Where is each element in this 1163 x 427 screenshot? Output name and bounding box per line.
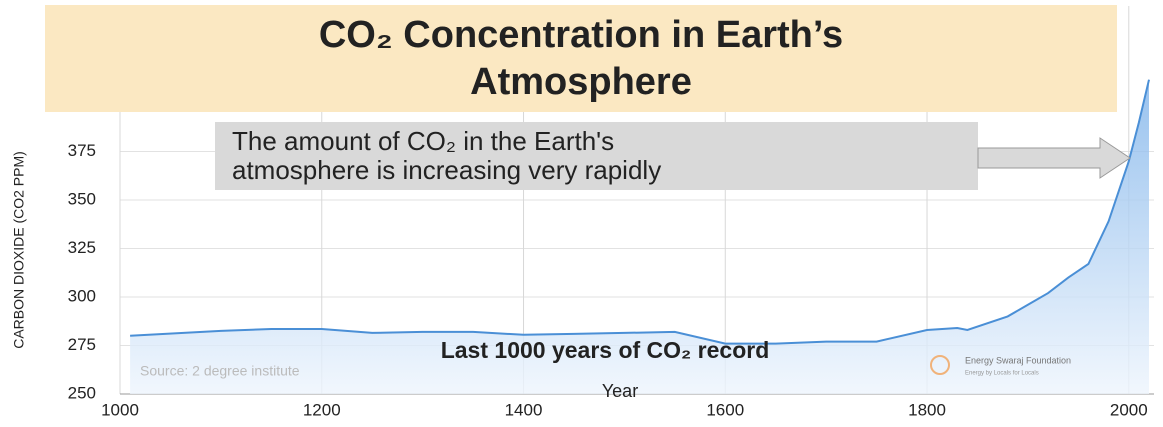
annotation: The amount of CO₂ in the Earth's xyxy=(232,126,614,156)
y-axis-label: CARBON DIOXIDE (CO2 PPM) xyxy=(11,151,27,349)
line xyxy=(130,79,1150,345)
logo-icon xyxy=(930,355,950,375)
area-fill xyxy=(130,79,1150,394)
y-tick-label: 375 xyxy=(68,141,96,160)
x-axis-label: Year xyxy=(602,381,638,401)
x-tick-label: 2000 xyxy=(1110,400,1148,419)
x-tick-label: 1600 xyxy=(706,400,744,419)
source: Source: 2 degree institute xyxy=(140,363,300,379)
y-tick-label: 350 xyxy=(68,189,96,208)
y-tick-label: 275 xyxy=(68,335,96,354)
annotation-box xyxy=(215,122,978,190)
y-tick-label: 300 xyxy=(68,286,96,305)
annotation-arrow xyxy=(977,137,1131,179)
x-tick-label: 1800 xyxy=(908,400,946,419)
annotation: atmosphere is increasing very rapidly xyxy=(232,155,661,185)
subtitle: Last 1000 years of CO₂ record xyxy=(441,337,770,363)
x-tick-label: 1000 xyxy=(101,400,139,419)
logo-tagline: Energy by Locals for Locals xyxy=(965,371,1039,377)
y-tick-label: 250 xyxy=(68,383,96,402)
chart-title: Atmosphere xyxy=(470,61,692,103)
title-banner xyxy=(45,5,1117,112)
plot xyxy=(130,79,1150,394)
logo-name: Energy Swaraj Foundation xyxy=(965,355,1071,365)
y-tick-label: 325 xyxy=(68,238,96,257)
chart-title: CO₂ Concentration in Earth’s xyxy=(319,14,843,56)
x-tick-label: 1200 xyxy=(303,400,341,419)
x-tick-label: 1400 xyxy=(505,400,543,419)
